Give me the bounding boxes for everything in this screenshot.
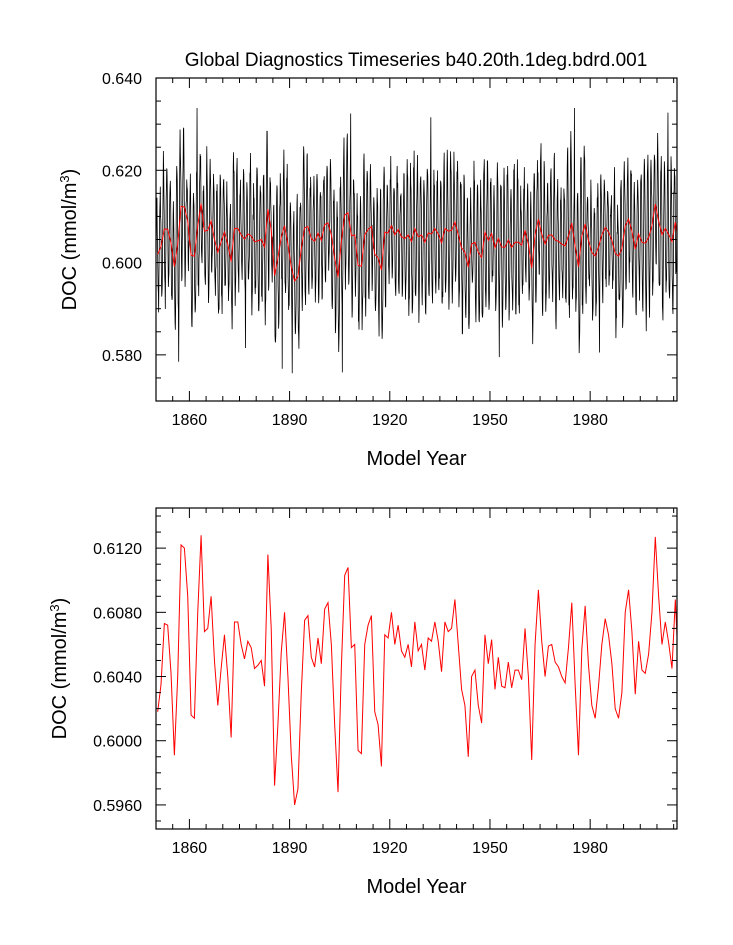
figure-title: Global Diagnostics Timeseries b40.20th.1… (185, 50, 648, 71)
y-tick-label: 0.6040 (93, 670, 142, 687)
x-axis-label: Model Year (366, 876, 466, 898)
annual-series-line (157, 535, 677, 806)
y-tick-label: 0.640 (102, 71, 142, 88)
y-axis-label: DOC (mmol/m3) (57, 169, 82, 311)
x-tick-label: 1950 (472, 840, 508, 857)
y-tick-label: 0.600 (102, 256, 142, 273)
y-tick-label: 0.6080 (93, 605, 142, 622)
x-tick-label: 1860 (172, 840, 208, 857)
y-axis-label: DOC (mmol/m3) (47, 598, 72, 740)
x-tick-label: 1980 (572, 840, 608, 857)
x-tick-label: 1920 (372, 412, 408, 429)
top-panel: 1860 1890 1920 1950 1980 0.580 0.600 0.620 0.640… (57, 71, 678, 470)
monthly-series-line (156, 107, 677, 374)
x-tick-label: 1860 (172, 412, 208, 429)
y-tick-label: 0.6000 (93, 734, 142, 751)
y-tick-label: 0.5960 (93, 798, 142, 815)
x-tick-label: 1950 (472, 412, 508, 429)
bottom-panel: 1860 1890 1920 1950 1980 0.5960 0.6000 0.6040 0.… (47, 507, 678, 898)
y-tick-label: 0.620 (102, 163, 142, 180)
plot-frame (155, 507, 678, 830)
y-tick-label: 0.6120 (93, 541, 142, 558)
annual-series-line (157, 203, 677, 283)
x-tick-label: 1890 (272, 412, 308, 429)
y-tick-label: 0.580 (102, 348, 142, 365)
x-tick-label: 1890 (272, 840, 308, 857)
x-axis-label: Model Year (366, 448, 466, 470)
x-tick-label: 1920 (372, 840, 408, 857)
x-tick-label: 1980 (572, 412, 608, 429)
